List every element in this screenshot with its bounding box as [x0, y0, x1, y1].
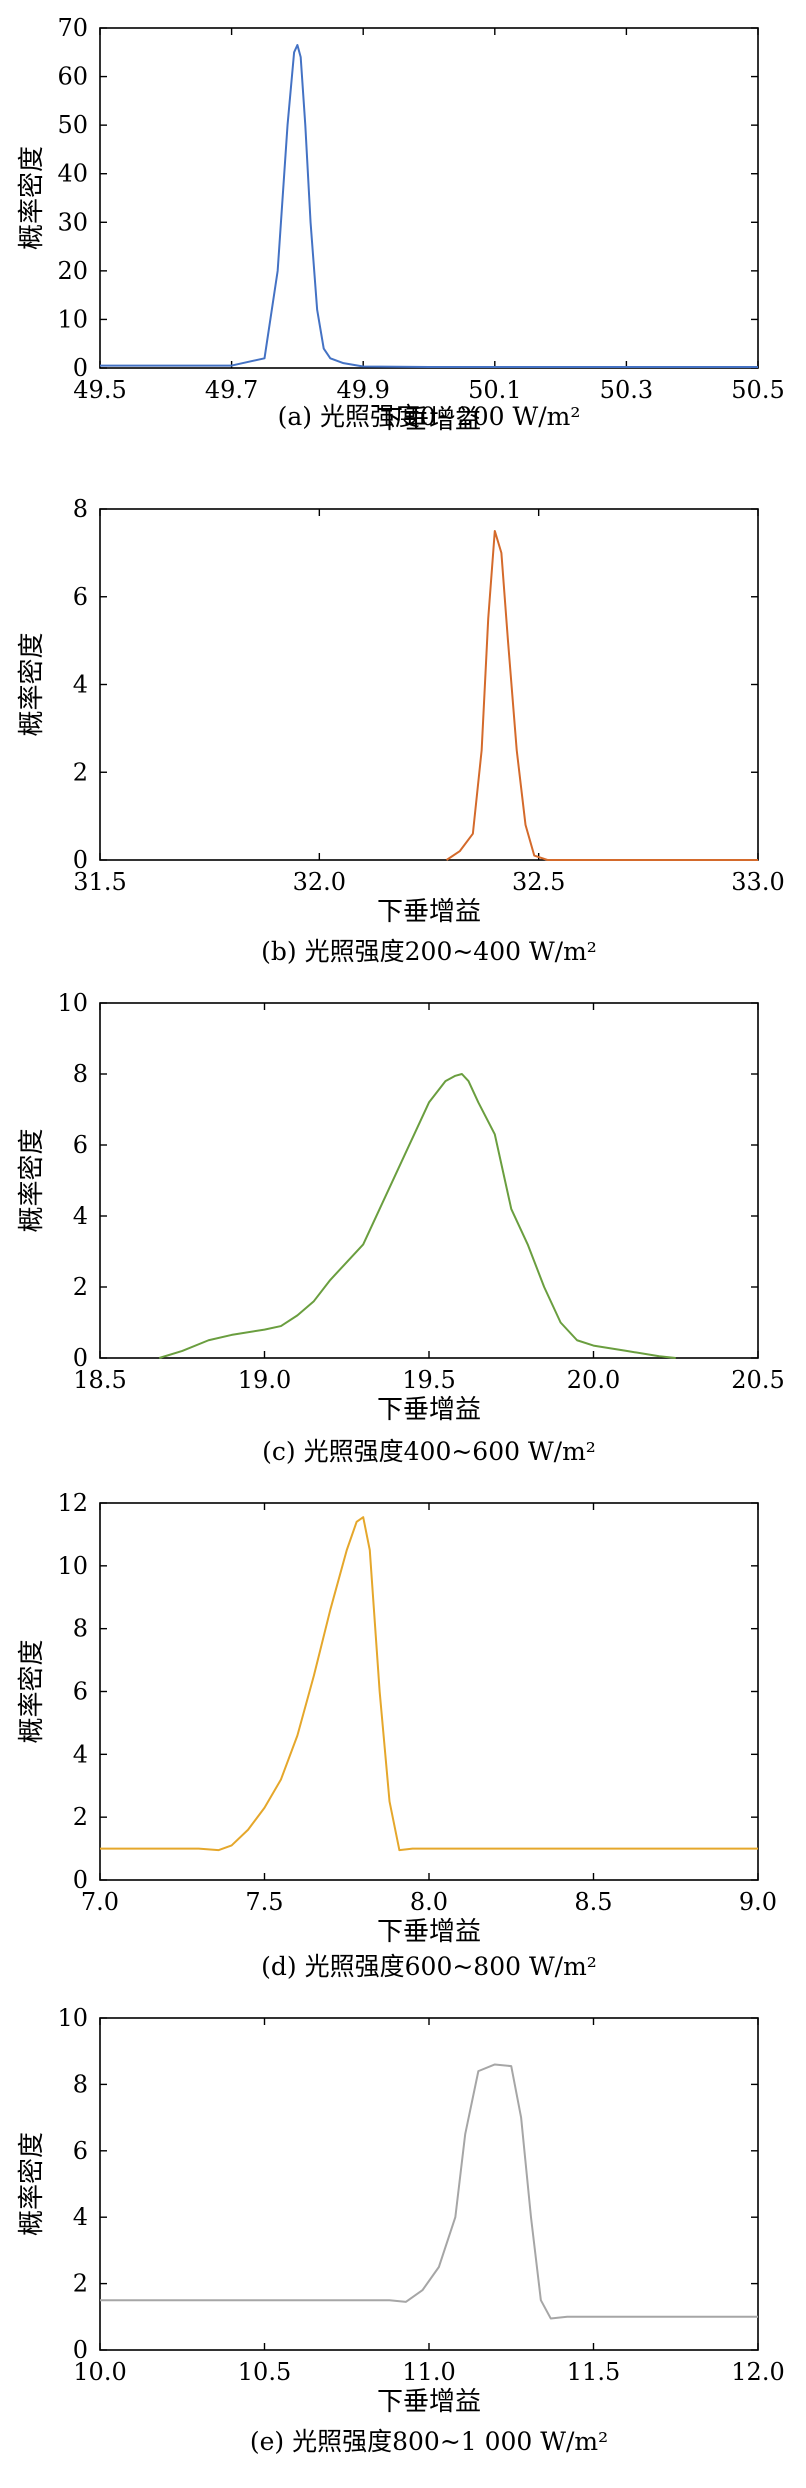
x-axis-label: 下垂增益	[377, 897, 481, 927]
x-tick-label: 50.3	[600, 376, 653, 404]
panel-caption: (b) 光照强度200~400 W/m²	[261, 937, 597, 966]
x-tick-label: 20.0	[567, 1366, 620, 1394]
x-axis-label: 下垂增益	[377, 1917, 481, 1947]
y-axis-label: 概率密度	[17, 146, 47, 250]
y-tick-label: 50	[57, 111, 88, 139]
x-tick-label: 50.1	[468, 376, 521, 404]
y-tick-label: 2	[73, 758, 88, 786]
y-tick-label: 4	[73, 671, 88, 699]
y-tick-label: 0	[73, 354, 88, 382]
y-tick-label: 4	[73, 1740, 88, 1768]
y-tick-label: 40	[57, 160, 88, 188]
x-tick-label: 10.5	[238, 2358, 291, 2386]
y-axis-label: 概率密度	[17, 1639, 47, 1743]
y-axis-label: 概率密度	[17, 632, 47, 736]
x-axis-label: 下垂增益	[377, 405, 481, 435]
y-tick-label: 6	[73, 2137, 88, 2165]
y-tick-label: 10	[57, 1552, 88, 1580]
y-tick-label: 0	[73, 1344, 88, 1372]
x-axis-label: 下垂增益	[377, 1395, 481, 1425]
density-curve	[100, 1516, 758, 1852]
plot-frame	[99, 508, 759, 861]
chart-panel-a: 49.5 49.7 49.9 50.1 50.3 50.5 0 10 20 30 40 50 60 70 下…	[17, 14, 785, 435]
x-tick-label: 8.0	[410, 1888, 448, 1916]
y-tick-label: 0	[73, 846, 88, 874]
y-tick-label: 0	[73, 1866, 88, 1894]
y-tick-label: 6	[73, 1131, 88, 1159]
x-tick-label: 10.0	[73, 2358, 126, 2386]
density-curve	[100, 44, 758, 369]
y-tick-label: 0	[73, 2336, 88, 2364]
panel-caption: (e) 光照强度800~1 000 W/m²	[250, 2427, 608, 2456]
x-tick-label: 11.5	[567, 2358, 620, 2386]
panel-caption: (a) 光照强度0~200 W/m²	[278, 402, 581, 431]
y-tick-label: 10	[57, 305, 88, 333]
chart-panel-b: 31.5 32.0 32.5 33.0 0 2 4 6 8 下垂增益 概率密度 (b) 光照强度200…	[17, 495, 785, 966]
y-tick-label: 30	[57, 208, 88, 236]
x-tick-label: 32.0	[293, 868, 346, 896]
x-tick-label: 31.5	[73, 868, 126, 896]
y-tick-label: 4	[73, 1202, 88, 1230]
x-tick-label: 33.0	[731, 868, 784, 896]
y-tick-label: 2	[73, 1803, 88, 1831]
y-tick-label: 4	[73, 2203, 88, 2231]
x-tick-label: 12.0	[731, 2358, 784, 2386]
x-tick-label: 18.5	[73, 1366, 126, 1394]
plot-frame	[99, 1502, 759, 1881]
y-axis-label: 概率密度	[17, 2132, 47, 2236]
y-tick-label: 2	[73, 1273, 88, 1301]
x-axis-label: 下垂增益	[377, 2387, 481, 2417]
y-tick-label: 8	[73, 2070, 88, 2098]
y-tick-label: 70	[57, 14, 88, 42]
panel-caption: (c) 光照强度400~600 W/m²	[262, 1437, 596, 1466]
x-tick-label: 32.5	[512, 868, 565, 896]
y-tick-label: 8	[73, 1615, 88, 1643]
x-tick-label: 49.9	[336, 376, 389, 404]
x-tick-label: 20.5	[731, 1366, 784, 1394]
y-axis-label: 概率密度	[17, 1128, 47, 1232]
y-tick-label: 8	[73, 1060, 88, 1088]
x-tick-label: 19.0	[238, 1366, 291, 1394]
density-curve	[445, 529, 758, 861]
y-tick-label: 2	[73, 2270, 88, 2298]
y-tick-label: 10	[57, 2004, 88, 2032]
y-tick-label: 6	[73, 1678, 88, 1706]
x-tick-label: 11.0	[402, 2358, 455, 2386]
y-tick-label: 20	[57, 257, 88, 285]
density-curve	[158, 1073, 676, 1359]
density-curve	[100, 2063, 758, 2320]
chart-panel-e: 10.0 10.5 11.0 11.5 12.0 0 2 4 6 8 10 下垂增益 概率密度 (e) 光…	[17, 2004, 785, 2456]
y-tick-label: 8	[73, 495, 88, 523]
y-tick-label: 6	[73, 583, 88, 611]
x-tick-label: 9.0	[739, 1888, 777, 1916]
x-tick-label: 7.5	[245, 1888, 283, 1916]
panel-caption: (d) 光照强度600~800 W/m²	[261, 1952, 597, 1981]
x-tick-label: 50.5	[731, 376, 784, 404]
x-tick-label: 49.5	[73, 376, 126, 404]
plot-frame	[99, 27, 759, 369]
plot-frame	[99, 1002, 759, 1359]
x-tick-label: 49.7	[205, 376, 258, 404]
x-tick-label: 8.5	[574, 1888, 612, 1916]
x-tick-label: 19.5	[402, 1366, 455, 1394]
chart-panel-c: 18.5 19.0 19.5 20.0 20.5 0 2 4 6 8 10 下垂增益 概率密度 (c) 光…	[17, 989, 785, 1466]
y-tick-label: 60	[57, 63, 88, 91]
x-tick-label: 7.0	[81, 1888, 119, 1916]
y-tick-label: 12	[57, 1489, 88, 1517]
y-tick-label: 10	[57, 989, 88, 1017]
chart-panel-d: 7.0 7.5 8.0 8.5 9.0 0 2 4 6 8 10 12 下垂增益 概率密度 (d) 光照强度…	[17, 1489, 777, 1981]
